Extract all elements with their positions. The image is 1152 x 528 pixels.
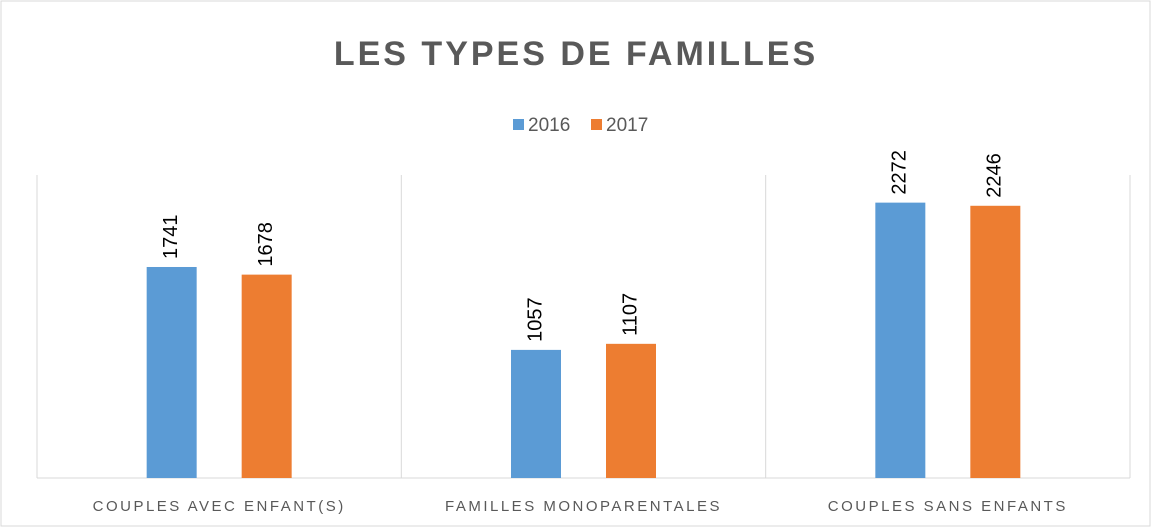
bar	[511, 349, 561, 478]
data-label: 1741	[160, 214, 182, 259]
x-tick-label: COUPLES SANS ENFANTS	[828, 498, 1068, 515]
bar	[146, 266, 197, 478]
bar	[606, 343, 656, 478]
data-label: 2246	[984, 153, 1006, 197]
legend-swatch	[513, 119, 524, 130]
legend-label: 2016	[528, 115, 570, 136]
legend-swatch	[591, 119, 602, 130]
legend-label: 2017	[606, 115, 648, 136]
data-label: 1107	[619, 293, 641, 336]
bar	[241, 274, 292, 478]
x-tick-label: FAMILLES MONOPARENTALES	[445, 498, 722, 515]
x-tick-label: COUPLES AVEC ENFANT(S)	[93, 498, 346, 515]
bar	[970, 205, 1021, 479]
data-label: 1678	[255, 222, 277, 267]
bar	[875, 202, 926, 478]
chart-title: LES TYPES DE FAMILLES	[334, 35, 818, 73]
data-label: 2272	[889, 150, 911, 195]
data-label: 1057	[524, 297, 546, 342]
